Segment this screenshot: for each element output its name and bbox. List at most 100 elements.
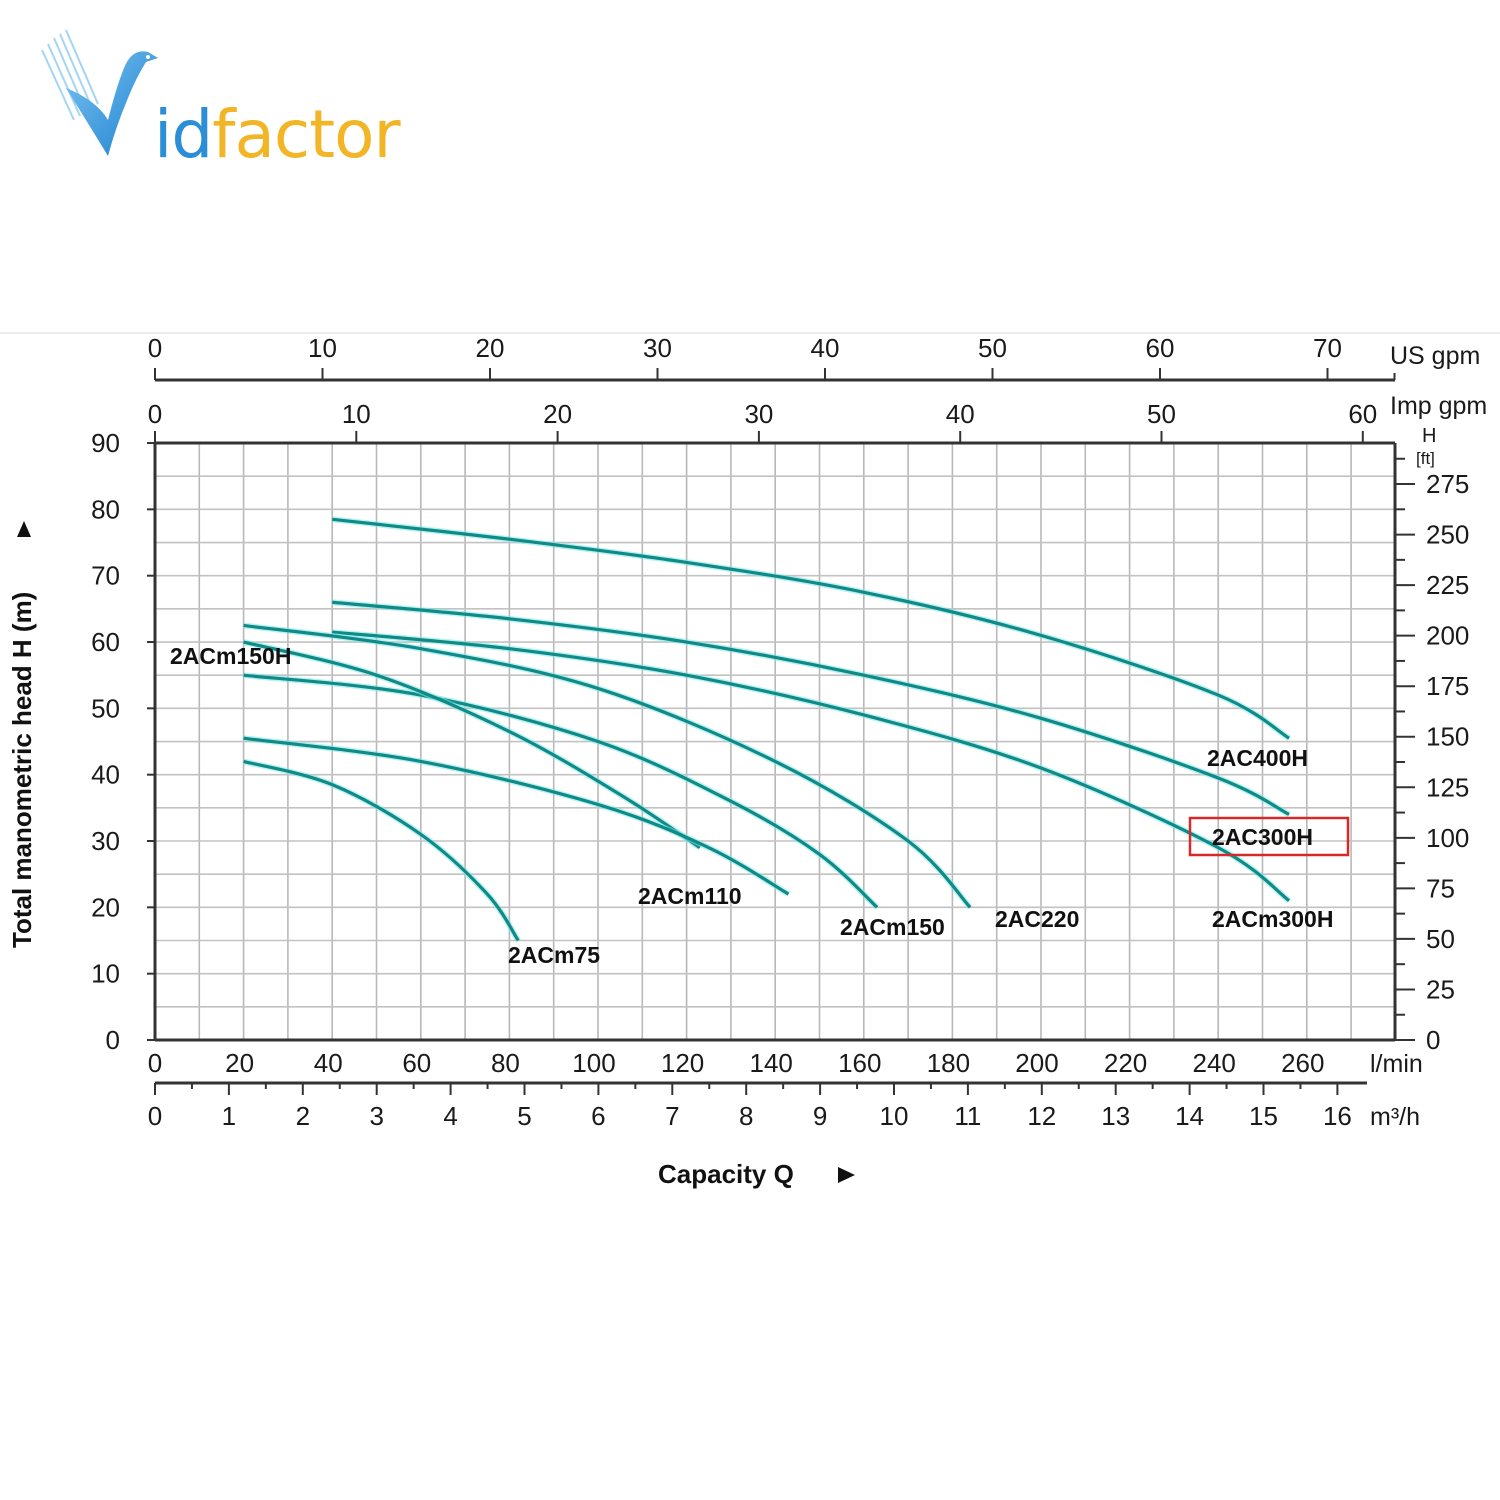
us-gpm-tick-label: 0 [148, 333, 162, 363]
x-tick-label-lmin: 260 [1281, 1048, 1324, 1078]
pump-curve-2acm150h [243, 640, 701, 849]
curve-glow-2acm75 [242, 758, 521, 943]
us-gpm-tick-label: 20 [476, 333, 505, 363]
us-gpm-tick-label: 50 [978, 333, 1007, 363]
y-tick-label-ft: 0 [1426, 1025, 1440, 1055]
x-tick-label-m3h: 3 [369, 1101, 383, 1131]
x-tick-label-m3h: 6 [591, 1101, 605, 1131]
us-gpm-tick-label: 70 [1313, 333, 1342, 363]
x-tick-label-m3h: 1 [222, 1101, 236, 1131]
curve-label-2acm150: 2ACm150 [840, 914, 945, 940]
x-tick-label-lmin: 240 [1193, 1048, 1236, 1078]
imp-gpm-tick-label: 0 [148, 399, 162, 429]
curve-label-2acm110: 2ACm110 [638, 883, 742, 909]
x-tick-label-lmin: 220 [1104, 1048, 1147, 1078]
y-tick-label-ft: 225 [1426, 570, 1469, 600]
curve-label-2ac300h: 2AC300H [1212, 824, 1313, 850]
y-tick-label-ft: 150 [1426, 722, 1469, 752]
curve-label-2acm300h: 2ACm300H [1212, 906, 1333, 932]
curve-label-2ac220: 2AC220 [995, 906, 1079, 932]
x-tick-label-lmin: 120 [661, 1048, 704, 1078]
pump-curve-2ac300h [332, 600, 1290, 816]
curve-label-2acm150h: 2ACm150H [170, 643, 291, 669]
x-tick-label-m3h: 11 [954, 1101, 981, 1131]
y-tick-label-m: 60 [91, 627, 120, 657]
y-axis-title: Total manometric head H (m) [7, 592, 37, 948]
x-tick-label-m3h: 16 [1323, 1101, 1352, 1131]
y-tick-label-ft: 50 [1426, 924, 1455, 954]
curve-label-2acm75: 2ACm75 [508, 942, 600, 968]
y-tick-label-ft: 125 [1426, 772, 1469, 802]
x-tick-label-m3h: 7 [665, 1101, 679, 1131]
pump-curve-2ac220 [243, 623, 972, 909]
x-tick-label-m3h: 5 [517, 1101, 531, 1131]
y-tick-label-m: 0 [106, 1025, 120, 1055]
y-tick-label-ft: 200 [1426, 621, 1469, 651]
x-tick-label-m3h: 14 [1175, 1101, 1204, 1131]
us-gpm-unit-label: US gpm [1390, 342, 1480, 370]
highlight-box-2ac300h [1188, 816, 1350, 857]
y-tick-label-ft: 275 [1426, 469, 1469, 499]
y-tick-label-ft: 25 [1426, 974, 1455, 1004]
y-tick-label-ft: 75 [1426, 873, 1455, 903]
x-tick-label-lmin: 160 [838, 1048, 881, 1078]
y-tick-label-ft: 100 [1426, 823, 1469, 853]
y-tick-label-m: 80 [91, 494, 120, 524]
ft-axis-unit: [ft] [1416, 449, 1435, 468]
imp-gpm-unit-label: Imp gpm [1390, 392, 1487, 420]
imp-gpm-tick-label: 30 [744, 399, 773, 429]
us-gpm-tick-label: 60 [1146, 333, 1175, 363]
y-tick-label-m: 30 [91, 826, 120, 856]
y-tick-label-m: 50 [91, 693, 120, 723]
bird-v-icon [41, 29, 158, 156]
us-gpm-tick-label: 30 [643, 333, 672, 363]
pump-curve-2ac400h [332, 517, 1290, 740]
x-tick-label-m3h: 10 [880, 1101, 909, 1131]
pump-curve-2acm300h [332, 630, 1291, 902]
lmin-unit-label: l/min [1370, 1050, 1423, 1078]
x-tick-label-lmin: 60 [402, 1048, 431, 1078]
x-tick-label-lmin: 200 [1015, 1048, 1058, 1078]
y-tick-label-m: 90 [91, 428, 120, 458]
x-tick-label-lmin: 0 [148, 1048, 162, 1078]
y-axis-arrow-icon [17, 521, 31, 537]
curve-glow-2acm110 [243, 735, 791, 897]
divider [0, 332, 1500, 334]
x-tick-label-m3h: 12 [1027, 1101, 1056, 1131]
imp-gpm-tick-label: 40 [946, 399, 975, 429]
y-tick-label-m: 70 [91, 561, 120, 591]
imp-gpm-tick-label: 60 [1348, 399, 1377, 429]
curve-label-2ac400h: 2AC400H [1207, 745, 1308, 771]
x-tick-label-lmin: 180 [927, 1048, 970, 1078]
imp-gpm-tick-label: 50 [1147, 399, 1176, 429]
y-tick-label-m: 20 [91, 892, 120, 922]
y-tick-label-m: 40 [91, 760, 120, 790]
imp-gpm-tick-label: 10 [342, 399, 371, 429]
x-tick-label-lmin: 20 [225, 1048, 254, 1078]
x-tick-label-m3h: 8 [739, 1101, 753, 1131]
x-tick-label-m3h: 0 [148, 1101, 162, 1131]
imp-gpm-tick-label: 20 [543, 399, 572, 429]
ft-axis-header: H [1422, 425, 1436, 447]
x-tick-label-m3h: 2 [296, 1101, 310, 1131]
us-gpm-tick-label: 40 [811, 333, 840, 363]
x-axis-title: Capacity Q [658, 1159, 794, 1189]
x-tick-label-m3h: 9 [813, 1101, 827, 1131]
x-axis-arrow-icon [838, 1167, 855, 1183]
pump-curve-2acm75 [243, 759, 520, 942]
y-tick-label-m: 10 [91, 959, 120, 989]
y-tick-label-ft: 250 [1426, 520, 1469, 550]
x-tick-label-m3h: 15 [1249, 1101, 1278, 1131]
logo-wordmark: idfactor [154, 102, 401, 168]
x-tick-label-lmin: 140 [750, 1048, 793, 1078]
pump-curve-2acm110 [243, 736, 790, 896]
us-gpm-tick-label: 10 [308, 333, 337, 363]
x-tick-label-lmin: 80 [491, 1048, 520, 1078]
logo-id-text: id [154, 96, 213, 173]
x-tick-label-m3h: 4 [443, 1101, 457, 1131]
x-tick-label-lmin: 100 [572, 1048, 615, 1078]
y-tick-label-ft: 175 [1426, 671, 1469, 701]
x-tick-label-lmin: 40 [314, 1048, 343, 1078]
x-tick-label-m3h: 13 [1101, 1101, 1130, 1131]
